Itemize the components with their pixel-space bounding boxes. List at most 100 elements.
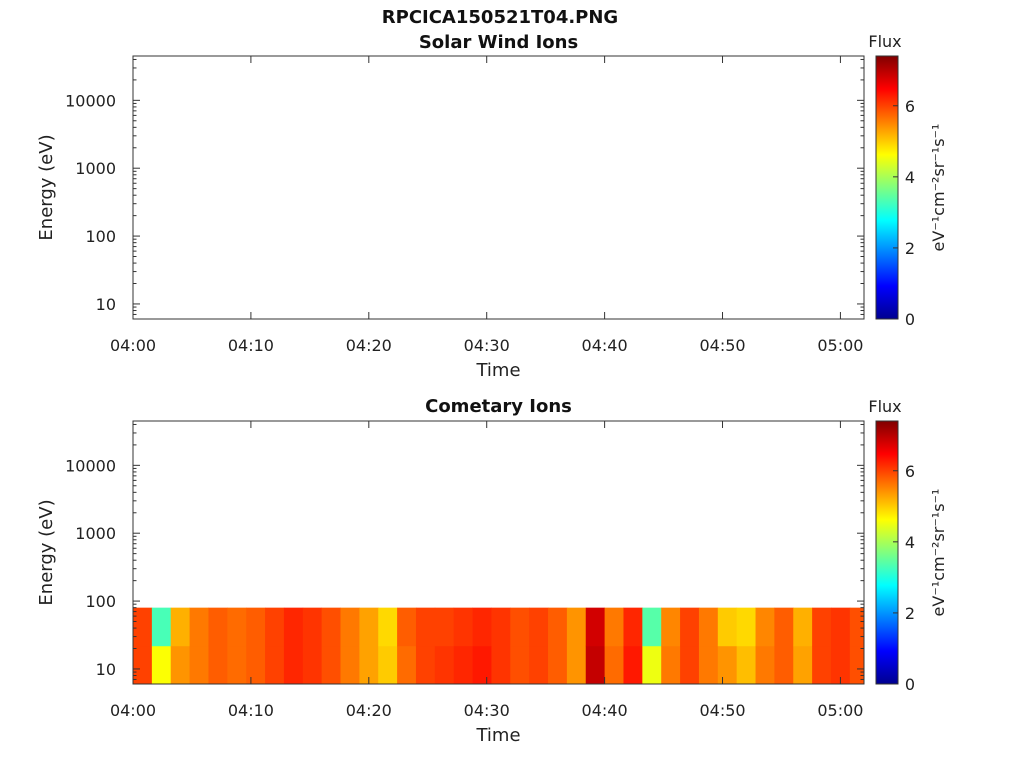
y-tick-label: 1000 — [75, 524, 116, 543]
heatmap-cell — [755, 645, 775, 685]
heatmap-cell — [529, 607, 549, 647]
colorbar — [875, 55, 899, 320]
heatmap-cell — [378, 645, 398, 685]
heatmap-cell — [491, 645, 511, 685]
heatmap-cell — [397, 607, 417, 647]
heatmap-cell — [680, 645, 700, 685]
heatmap-cell — [321, 607, 341, 647]
heatmap-cell — [415, 645, 436, 685]
heatmap-cell — [208, 645, 228, 685]
heatmap-cell — [246, 607, 266, 647]
heatmap-cell — [283, 607, 304, 647]
heatmap-cell — [340, 607, 360, 647]
heatmap-cell — [208, 607, 228, 647]
heatmap-cell — [812, 645, 832, 685]
heatmap-cell — [321, 645, 341, 685]
colorbar-label: eV⁻¹cm⁻²sr⁻¹s⁻¹ — [929, 124, 948, 252]
heatmap-cell — [170, 645, 190, 685]
heatmap-cell — [453, 645, 473, 685]
heatmap-cell — [585, 607, 606, 647]
colorbar-tick-label: 2 — [905, 239, 915, 258]
colorbar-tick-label: 2 — [905, 604, 915, 623]
heatmap-cell — [472, 645, 492, 685]
x-axis-label: Time — [475, 360, 520, 381]
heatmap-cell — [491, 607, 511, 647]
heatmap-cell — [359, 645, 379, 685]
x-tick-label: 05:00 — [817, 336, 863, 355]
x-tick-label: 04:00 — [110, 336, 156, 355]
heatmap-cell — [717, 607, 738, 647]
y-tick-label: 10000 — [65, 456, 116, 475]
colorbar-tick-label: 6 — [905, 462, 915, 481]
x-tick-label: 04:30 — [464, 701, 510, 720]
heatmap-cell — [849, 607, 865, 647]
y-tick-label: 100 — [85, 227, 116, 246]
heatmap-cell — [434, 645, 455, 685]
x-tick-label: 05:00 — [817, 701, 863, 720]
heatmap-cell — [189, 645, 209, 685]
heatmap-cell — [359, 607, 379, 647]
heatmap-cell — [736, 645, 756, 685]
heatmap-cell — [453, 607, 473, 647]
figure-title: RPCICA150521T04.PNG — [381, 7, 619, 28]
heatmap-cell — [812, 607, 832, 647]
heatmap-cell — [529, 645, 549, 685]
heatmap-cell — [283, 645, 304, 685]
heatmap-cell — [585, 645, 606, 685]
heatmap-cell — [397, 645, 417, 685]
heatmap-cell — [566, 645, 587, 685]
heatmap-cell — [830, 607, 851, 647]
y-tick-label: 100 — [85, 592, 116, 611]
x-tick-label: 04:10 — [228, 701, 274, 720]
heatmap-cell — [793, 607, 813, 647]
heatmap-cell — [302, 607, 323, 647]
heatmap-cell — [151, 607, 172, 647]
heatmap-cell — [661, 607, 681, 647]
heatmap-cell — [642, 607, 662, 647]
colorbar-tick-label: 4 — [905, 533, 915, 552]
heatmap-cell — [189, 607, 209, 647]
heatmap-cell — [661, 645, 681, 685]
heatmap-cell — [793, 645, 813, 685]
heatmap-cell — [227, 607, 247, 647]
panel-title: Cometary Ions — [425, 396, 572, 417]
y-axis-label: Energy (eV) — [36, 134, 57, 240]
x-axis-label: Time — [475, 725, 520, 746]
plot-frame — [132, 55, 865, 320]
heatmap-cell — [378, 607, 398, 647]
colorbar — [875, 420, 899, 685]
colorbar-tick-label: 0 — [905, 310, 915, 329]
heatmap-cell — [510, 607, 530, 647]
colorbar-tick-label: 0 — [905, 675, 915, 694]
y-tick-label: 10000 — [65, 91, 116, 110]
heatmap-cell — [698, 607, 719, 647]
heatmap-cell — [774, 645, 794, 685]
heatmap-cell — [736, 607, 756, 647]
heatmap-cell — [265, 645, 285, 685]
panel-title: Solar Wind Ions — [419, 32, 578, 53]
x-tick-label: 04:00 — [110, 701, 156, 720]
heatmap-cell — [227, 645, 247, 685]
heatmap-cell — [415, 607, 436, 647]
heatmap-cell — [434, 607, 455, 647]
heatmap-cell — [755, 607, 775, 647]
heatmap-cell — [472, 607, 492, 647]
heatmap-cell — [548, 645, 568, 685]
heatmap-cell — [604, 607, 624, 647]
x-tick-label: 04:10 — [228, 336, 274, 355]
y-tick-label: 10 — [96, 295, 116, 314]
x-tick-label: 04:40 — [582, 336, 628, 355]
heatmap-cell — [623, 645, 643, 685]
heatmap-cell — [717, 645, 738, 685]
x-tick-label: 04:50 — [699, 701, 745, 720]
heatmap-cell — [849, 645, 865, 685]
x-tick-label: 04:20 — [346, 701, 392, 720]
cometary-ions-panel: Cometary Ions 10 100 1000 10000 04:00 04:10 04:… — [36, 396, 948, 746]
heatmap-cell — [510, 645, 530, 685]
heatmap-cell — [774, 607, 794, 647]
heatmap-cell — [302, 645, 323, 685]
x-tick-label: 04:50 — [699, 336, 745, 355]
solar-wind-ions-panel: Solar Wind Ions 10 100 1000 10000 04:00 04:10 0… — [36, 32, 948, 381]
heatmap-cell — [604, 645, 624, 685]
